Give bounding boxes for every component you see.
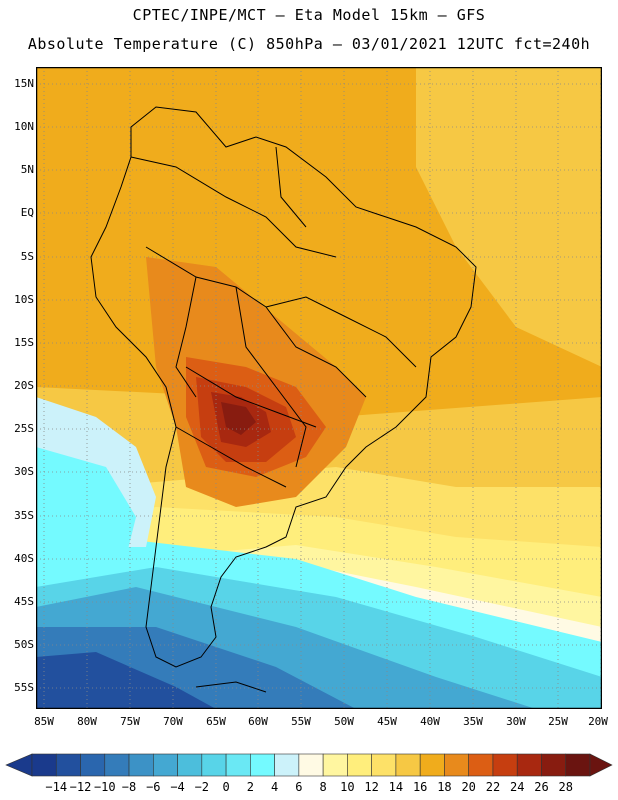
colorbar-label: 2 bbox=[246, 780, 254, 794]
lat-label-40s: 40S bbox=[14, 552, 34, 565]
colorbar-swatch bbox=[516, 753, 542, 777]
colorbar-label: 20 bbox=[461, 780, 476, 794]
lat-label-5s: 5S bbox=[20, 250, 34, 263]
colorbar-swatch bbox=[31, 753, 57, 777]
lat-label-15n: 15N bbox=[14, 77, 34, 90]
colorbar-label: −6 bbox=[146, 780, 161, 794]
colorbar-label: −14 bbox=[45, 780, 68, 794]
lon-label-45w: 45W bbox=[377, 715, 397, 728]
colorbar-label: 16 bbox=[412, 780, 428, 794]
lat-label-15s: 15S bbox=[14, 336, 34, 349]
colorbar-swatch bbox=[298, 753, 324, 777]
colorbar-label: 8 bbox=[319, 780, 327, 794]
colorbar-swatch bbox=[274, 753, 300, 777]
field-north-cool bbox=[416, 67, 602, 367]
colorbar-label: 22 bbox=[485, 780, 501, 794]
lat-label-25s: 25S bbox=[14, 422, 34, 435]
colorbar-swatch bbox=[468, 753, 494, 777]
colorbar-label: 0 bbox=[222, 780, 230, 794]
lat-label-30s: 30S bbox=[14, 465, 34, 478]
colorbar-swatch bbox=[492, 753, 518, 777]
lon-label-55w: 55W bbox=[291, 715, 311, 728]
colorbar-label: −2 bbox=[194, 780, 210, 794]
colorbar-swatch bbox=[541, 753, 567, 777]
lat-label-50s: 50S bbox=[14, 638, 34, 651]
lon-label-70w: 70W bbox=[163, 715, 183, 728]
colorbar-swatch bbox=[444, 753, 469, 777]
field-band-minus10c bbox=[36, 652, 216, 709]
colorbar-swatch bbox=[347, 753, 372, 777]
colorbar-label: −8 bbox=[121, 780, 137, 794]
lat-label-35s: 35S bbox=[14, 509, 34, 522]
colorbar-label: 18 bbox=[437, 780, 452, 794]
colorbar-swatch bbox=[201, 753, 227, 777]
colorbar-swatch bbox=[322, 753, 348, 777]
colorbar-swatch bbox=[371, 753, 397, 777]
colorbar-label: −10 bbox=[93, 780, 116, 794]
colorbar-arrow-left bbox=[5, 753, 33, 777]
lon-label-50w: 50W bbox=[334, 715, 354, 728]
colorbar-swatch bbox=[55, 753, 81, 777]
lon-label-30w: 30W bbox=[506, 715, 526, 728]
colorbar-label: 6 bbox=[295, 780, 303, 794]
lon-label-35w: 35W bbox=[463, 715, 483, 728]
lat-label-10n: 10N bbox=[14, 120, 34, 133]
colorbar-label: 14 bbox=[388, 780, 404, 794]
colorbar-swatch bbox=[153, 753, 178, 777]
lon-label-20w: 20W bbox=[588, 715, 608, 728]
lat-label-10s: 10S bbox=[14, 293, 34, 306]
colorbar-swatch bbox=[395, 753, 421, 777]
map-border bbox=[36, 67, 602, 709]
field-hot-5 bbox=[221, 402, 256, 435]
colorbar-label: 12 bbox=[364, 780, 379, 794]
temperature-colorbar bbox=[5, 753, 613, 777]
colorbar-label: 4 bbox=[270, 780, 279, 794]
coastlines-and-borders bbox=[90, 106, 477, 693]
lon-label-25w: 25W bbox=[548, 715, 568, 728]
lat-label-5n: 5N bbox=[20, 163, 34, 176]
colorbar-swatch bbox=[80, 753, 106, 777]
colorbar-label: 28 bbox=[558, 780, 573, 794]
colorbar-swatch bbox=[419, 753, 445, 777]
lat-label-eq: EQ bbox=[20, 206, 34, 219]
temperature-map bbox=[36, 67, 602, 709]
colorbar-label: 26 bbox=[534, 780, 549, 794]
lat-label-45s: 45S bbox=[14, 595, 34, 608]
colorbar-swatch bbox=[250, 753, 275, 777]
colorbar-label: 24 bbox=[509, 780, 525, 794]
lon-label-60w: 60W bbox=[248, 715, 268, 728]
lat-label-20s: 20S bbox=[14, 379, 34, 392]
field-west-cooler bbox=[36, 447, 136, 567]
map-title-line-2: Absolute Temperature (C) 850hPa – 03/01/… bbox=[27, 35, 591, 53]
colorbar-swatch bbox=[225, 753, 251, 777]
lon-label-75w: 75W bbox=[120, 715, 140, 728]
lon-label-80w: 80W bbox=[77, 715, 97, 728]
lon-label-40w: 40W bbox=[420, 715, 440, 728]
colorbar-label: 10 bbox=[340, 780, 355, 794]
colorbar-swatch bbox=[128, 753, 154, 777]
lon-label-65w: 65W bbox=[206, 715, 226, 728]
lat-label-55s: 55S bbox=[14, 681, 34, 694]
colorbar-label: −4 bbox=[170, 780, 185, 794]
colorbar-swatch bbox=[565, 753, 591, 777]
colorbar-swatch bbox=[104, 753, 130, 777]
colorbar-label: −12 bbox=[69, 780, 92, 794]
lon-label-85w: 85W bbox=[34, 715, 54, 728]
colorbar-arrow-right bbox=[589, 753, 613, 777]
colorbar-swatch bbox=[177, 753, 203, 777]
map-title-line-1: CPTEC/INPE/MCT – Eta Model 15km – GFS bbox=[132, 6, 486, 24]
